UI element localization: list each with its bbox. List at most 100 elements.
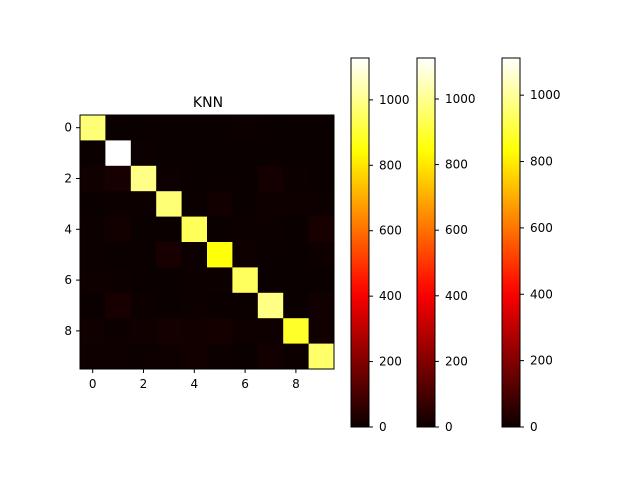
- heatmap-cell-0-1: [105, 115, 132, 141]
- heatmap-cell-9-9: [308, 343, 335, 370]
- heatmap-cell-0-8: [283, 115, 309, 141]
- heatmap-cell-8-5: [207, 318, 233, 344]
- heatmap-cell-1-2: [130, 140, 157, 167]
- chart-title: KNN: [193, 95, 223, 111]
- heatmap-cell-8-8: [283, 318, 309, 344]
- colorbar-3-tick-label-400: 400: [530, 287, 553, 301]
- heatmap-cell-0-7: [257, 115, 284, 141]
- heatmap-cell-6-1: [105, 267, 132, 294]
- heatmap-cell-5-5: [207, 242, 233, 268]
- heatmap-cell-1-4: [181, 140, 208, 167]
- heatmap-cell-3-4: [181, 191, 208, 217]
- heatmap-cell-7-5: [207, 292, 233, 319]
- heatmap-cell-6-6: [232, 267, 259, 294]
- colorbar-2-tick-label-400: 400: [445, 289, 468, 303]
- x-tick-label-6: 6: [241, 377, 249, 391]
- heatmap-cell-4-9: [308, 216, 335, 243]
- heatmap-cell-3-5: [207, 191, 233, 217]
- heatmap-cell-1-1: [105, 140, 132, 167]
- heatmap-cell-7-3: [156, 292, 182, 319]
- colorbar-1: 0 200 400 600 800 1000: [350, 57, 410, 434]
- colorbar-2: 0 200 400 600 800 1000: [416, 57, 476, 434]
- heatmap-cell-4-6: [232, 216, 259, 243]
- heatmap-cell-2-6: [232, 165, 259, 192]
- colorbar-3-tick-label-200: 200: [530, 354, 553, 368]
- colorbar-3-tick-label-0: 0: [530, 420, 538, 434]
- heatmap-cell-8-2: [130, 318, 157, 344]
- colorbar-frame-1: [350, 57, 370, 428]
- colorbar-1-tick-label-600: 600: [379, 224, 402, 238]
- colorbar-gradient-1: [351, 58, 369, 427]
- heatmap-cell-9-6: [232, 343, 259, 370]
- heatmap-cell-3-3: [156, 191, 182, 217]
- colorbar-1-tick-label-400: 400: [379, 289, 402, 303]
- heatmap-cell-4-0: [80, 216, 106, 243]
- heatmap-cell-4-2: [130, 216, 157, 243]
- heatmap-cell-1-8: [283, 140, 309, 167]
- heatmap-cell-8-3: [156, 318, 182, 344]
- heatmap-cell-5-1: [105, 242, 132, 268]
- heatmap-cell-8-9: [308, 318, 335, 344]
- colorbar-3-tick-label-1000: 1000: [530, 88, 561, 102]
- heatmap-cell-7-1: [105, 292, 132, 319]
- y-tick-label-8: 8: [64, 324, 72, 338]
- heatmap-cell-7-2: [130, 292, 157, 319]
- colorbar-3: 0 200 400 600 800 1000: [501, 57, 561, 434]
- heatmap-cell-1-6: [232, 140, 259, 167]
- x-axis: 0 2 4 6 8: [89, 369, 300, 391]
- heatmap-cell-6-3: [156, 267, 182, 294]
- heatmap-cell-5-3: [156, 242, 182, 268]
- heatmap-cell-9-2: [130, 343, 157, 370]
- heatmap-cell-6-0: [80, 267, 106, 294]
- heatmap-cell-4-8: [283, 216, 309, 243]
- y-tick-label-4: 4: [64, 222, 72, 236]
- heatmap-cell-5-9: [308, 242, 335, 268]
- heatmap-cell-2-9: [308, 165, 335, 192]
- heatmap-cell-1-3: [156, 140, 182, 167]
- heatmap-cell-1-9: [308, 140, 335, 167]
- heatmap-cell-0-4: [181, 115, 208, 141]
- heatmap-cell-2-5: [207, 165, 233, 192]
- heatmap-cell-7-8: [283, 292, 309, 319]
- heatmap-cell-9-7: [257, 343, 284, 370]
- heatmap-cell-8-0: [80, 318, 106, 344]
- y-axis: 0 2 4 6 8: [64, 121, 80, 338]
- heatmap-cell-5-2: [130, 242, 157, 268]
- heatmap-cell-7-9: [308, 292, 335, 319]
- colorbar-3-tick-label-800: 800: [530, 155, 553, 169]
- heatmap-cell-4-5: [207, 216, 233, 243]
- heatmap-cell-1-0: [80, 140, 106, 167]
- heatmap-cell-0-3: [156, 115, 182, 141]
- x-tick-label-2: 2: [140, 377, 148, 391]
- x-tick-label-8: 8: [292, 377, 300, 391]
- heatmap-cell-3-1: [105, 191, 132, 217]
- heatmap-cell-3-0: [80, 191, 106, 217]
- heatmap-cell-0-5: [207, 115, 233, 141]
- colorbar-2-tick-label-0: 0: [445, 420, 453, 434]
- heatmap-cell-3-7: [257, 191, 284, 217]
- heatmap-cell-8-4: [181, 318, 208, 344]
- heatmap-cell-6-2: [130, 267, 157, 294]
- heatmap-cell-3-9: [308, 191, 335, 217]
- heatmap-cell-3-8: [283, 191, 309, 217]
- heatmap-cell-9-0: [80, 343, 106, 370]
- heatmap-cell-6-7: [257, 267, 284, 294]
- heatmap-cell-3-6: [232, 191, 259, 217]
- heatmap-cell-9-1: [105, 343, 132, 370]
- heatmap-frame: [79, 114, 335, 370]
- heatmap-cell-6-4: [181, 267, 208, 294]
- heatmap-cell-2-7: [257, 165, 284, 192]
- heatmap-cell-5-6: [232, 242, 259, 268]
- heatmap-cell-5-7: [257, 242, 284, 268]
- heatmap-cell-4-3: [156, 216, 182, 243]
- colorbars: 0 200 400 600 800 1000 0 200 400 600 800 1000 0 200 40…: [350, 57, 561, 434]
- colorbar-1-tick-label-800: 800: [379, 158, 402, 172]
- x-tick-label-4: 4: [190, 377, 198, 391]
- heatmap-cell-7-0: [80, 292, 106, 319]
- heatmap-cell-1-7: [257, 140, 284, 167]
- heatmap-cell-9-3: [156, 343, 182, 370]
- heatmap-cell-0-9: [308, 115, 335, 141]
- heatmap-cell-2-2: [130, 165, 157, 192]
- y-tick-label-6: 6: [64, 273, 72, 287]
- colorbar-1-tick-label-0: 0: [379, 420, 387, 434]
